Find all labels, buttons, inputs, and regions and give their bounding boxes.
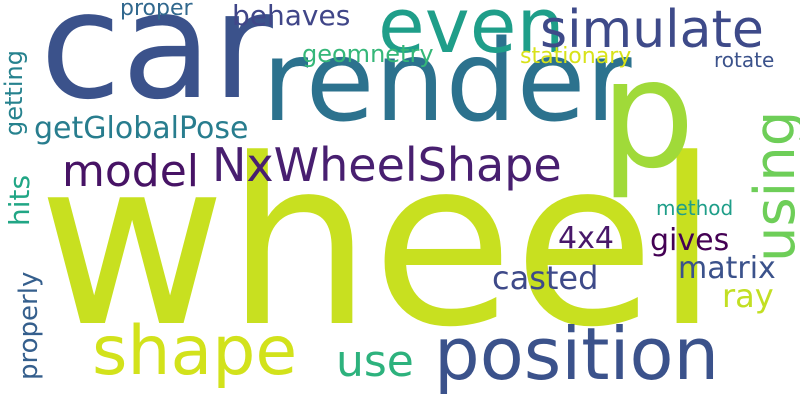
word-use: use	[336, 336, 414, 387]
word-car: car	[40, 0, 273, 132]
word-properly: properly	[14, 271, 44, 380]
word-method: method	[656, 196, 734, 220]
word-getting: getting	[0, 50, 28, 136]
word-simulate: simulate	[540, 0, 764, 60]
word-gives: gives	[650, 223, 730, 258]
word-shape: shape	[92, 312, 298, 391]
word-even: even	[378, 0, 565, 70]
word-geomnetry: geomnetry	[302, 40, 434, 68]
word-4x4: 4x4	[558, 221, 614, 256]
word-model: model	[62, 146, 200, 197]
word-render: render	[262, 17, 632, 147]
word-rotate: rotate	[714, 48, 775, 72]
word-matrix: matrix	[678, 251, 776, 286]
word-using: using	[743, 110, 800, 262]
word-getglobalpose: getGlobalPose	[34, 111, 249, 146]
word-stationary: stationary	[520, 44, 632, 69]
word-ray: ray	[722, 277, 774, 315]
word-proper: proper	[120, 0, 193, 21]
word-p: p	[600, 28, 696, 202]
word-hits: hits	[3, 174, 36, 226]
word-wheel: wheel	[38, 111, 719, 378]
word-behaves: behaves	[232, 0, 351, 32]
word-nxwheelshape: NxWheelShape	[212, 138, 562, 192]
word-position: position	[434, 312, 720, 396]
word-casted: casted	[492, 259, 599, 297]
